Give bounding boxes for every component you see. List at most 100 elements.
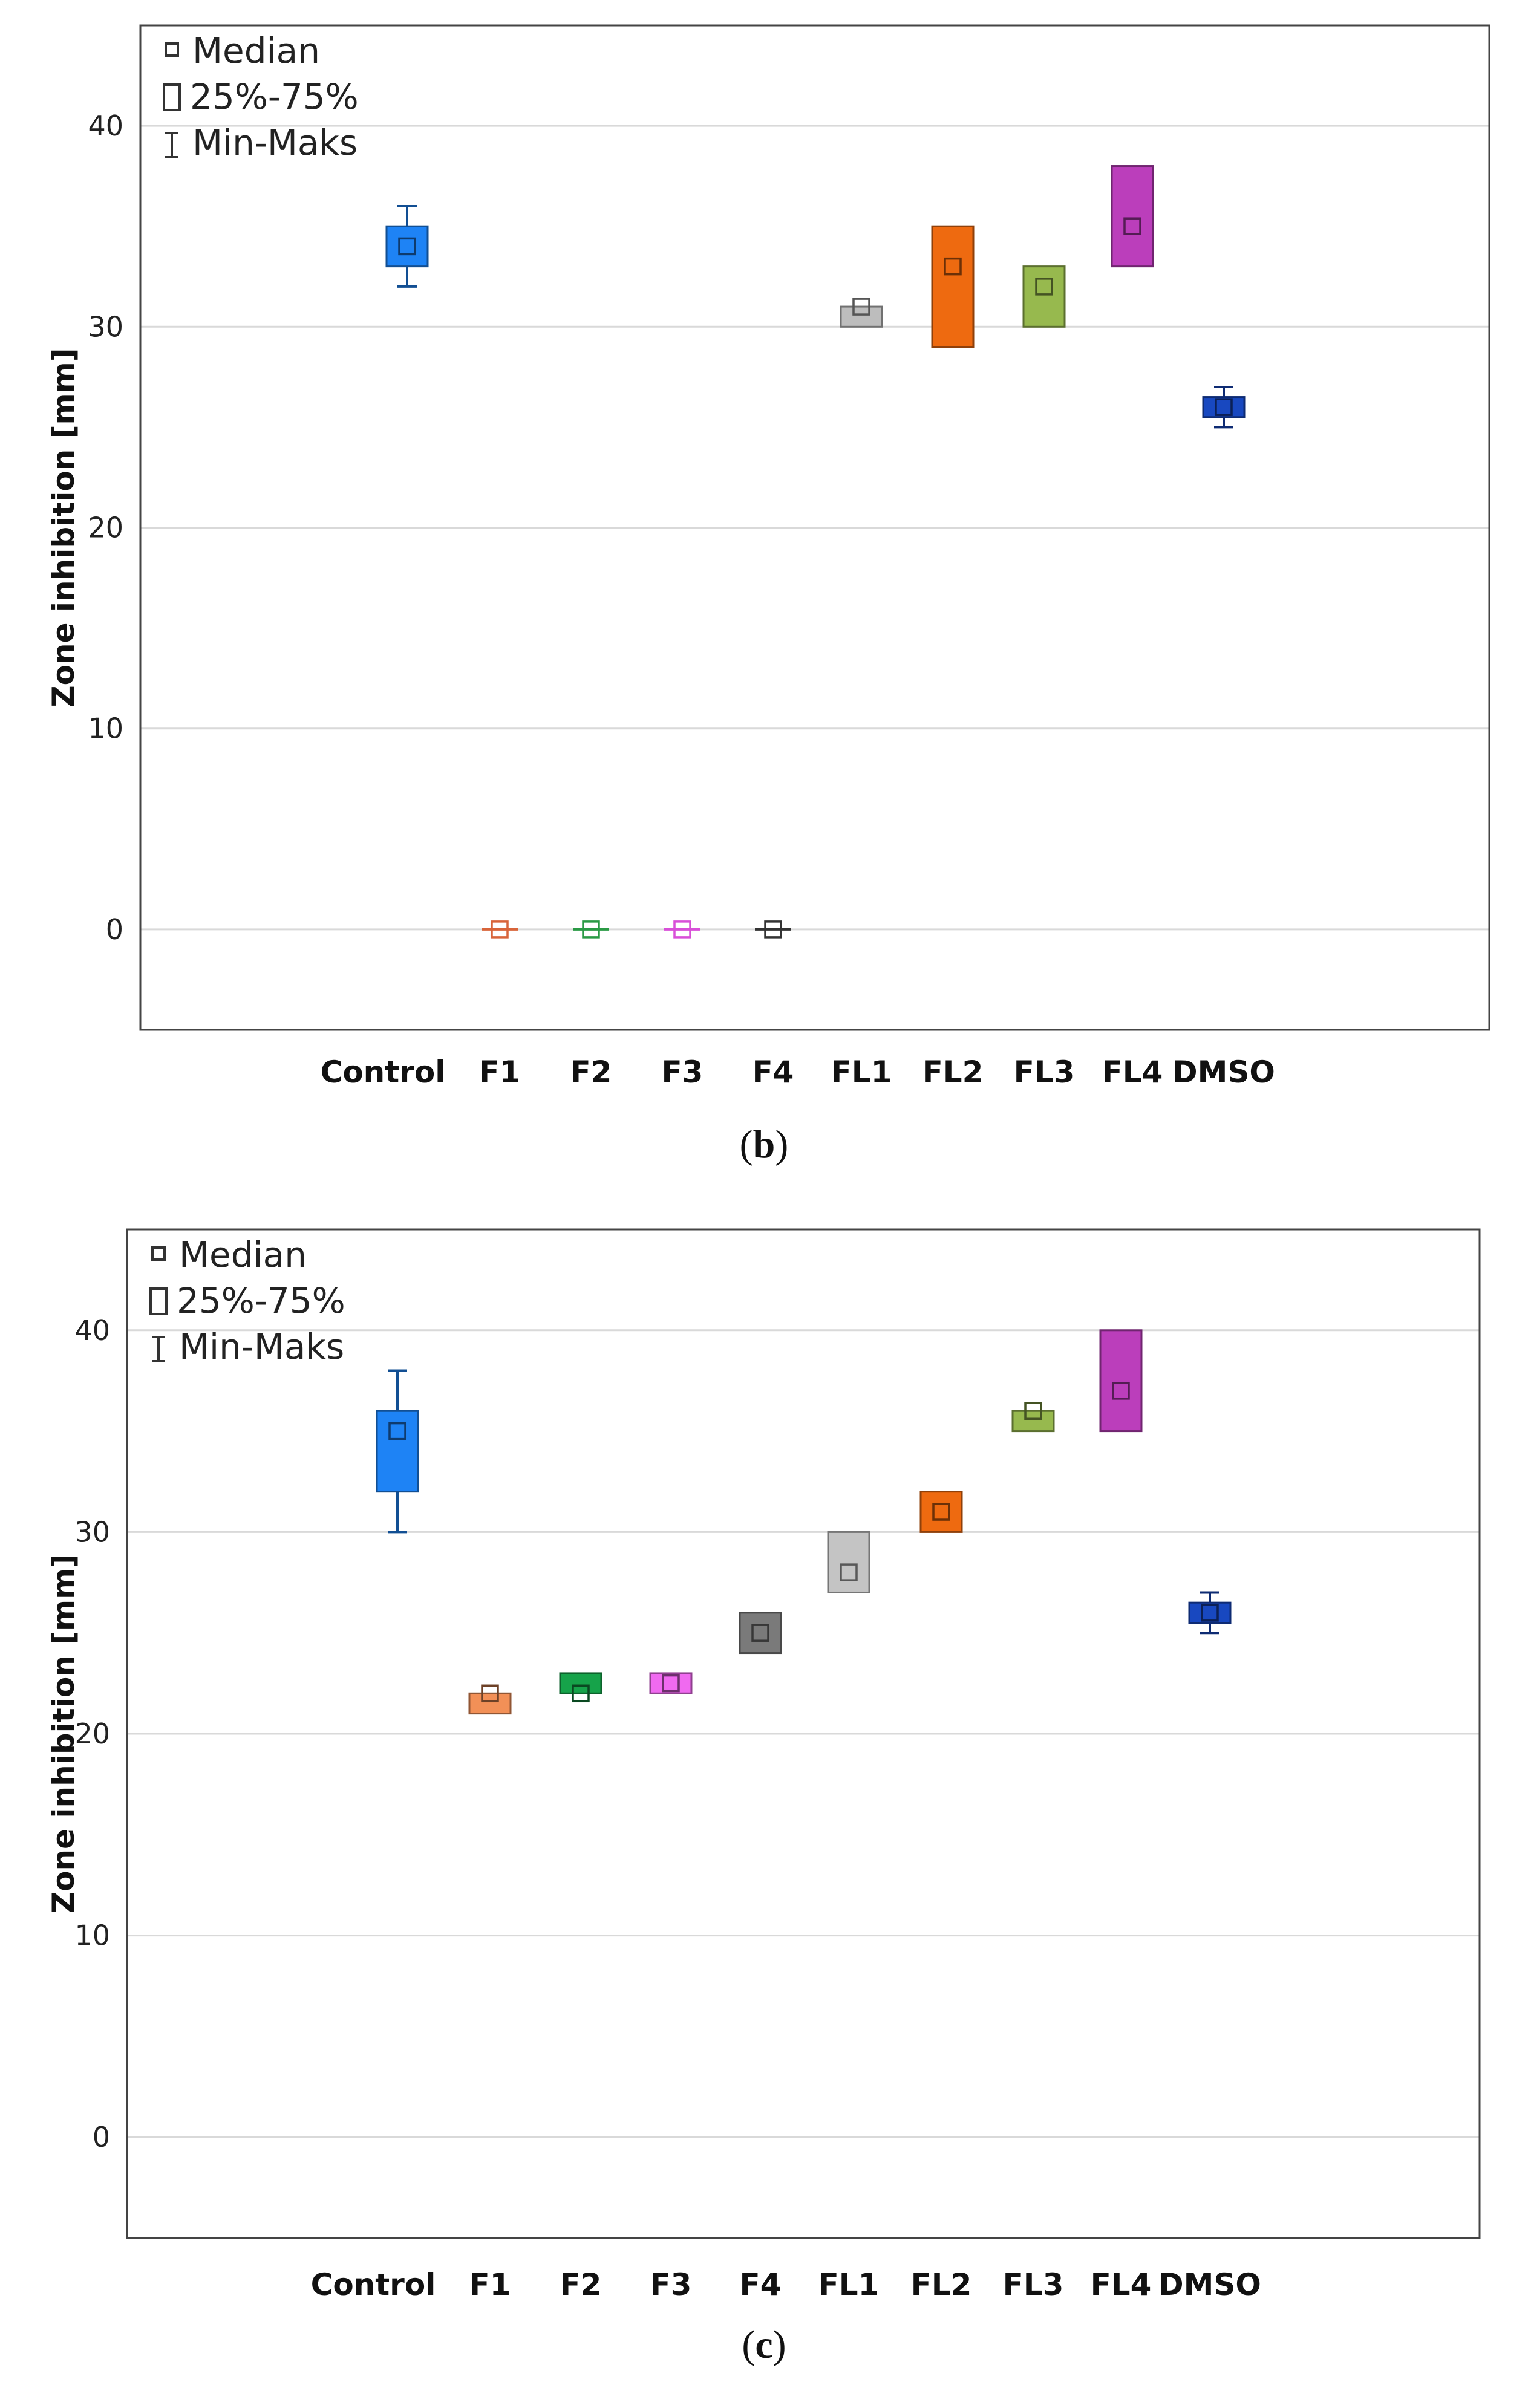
median-marker <box>1035 278 1053 296</box>
median-marker <box>491 920 509 939</box>
plot-frame <box>139 24 1490 1031</box>
y-tick-label: 40 <box>74 1314 110 1347</box>
median-marker <box>1201 1604 1219 1622</box>
legend-median-label: Median <box>179 1234 307 1275</box>
panel-label-c: c <box>755 2323 773 2367</box>
x-tick-label: DMSO <box>1172 1055 1275 1090</box>
median-marker <box>840 1563 858 1581</box>
iqr-box <box>840 305 883 328</box>
box-fl4 <box>1099 1329 1143 1433</box>
x-tick-label: FL4 <box>1091 2267 1152 2302</box>
y-tick-label: 30 <box>88 310 123 343</box>
box-fl1 <box>827 1531 870 1593</box>
median-marker <box>751 1624 769 1642</box>
x-tick-label: DMSO <box>1158 2267 1261 2302</box>
iqr-box <box>1188 1601 1232 1624</box>
iqr-box <box>385 225 429 268</box>
legend-iqr-label: 25%-75% <box>177 1280 345 1321</box>
y-tick-label: 30 <box>74 1515 110 1548</box>
y-axis-label: Zone inhibition [mm] <box>46 348 81 707</box>
legend-iqr-icon <box>163 83 181 111</box>
y-tick-label: 10 <box>88 712 123 745</box>
box-f1 <box>482 920 518 939</box>
x-tick-label: F3 <box>650 2267 692 2302</box>
iqr-box <box>919 1491 963 1533</box>
median-marker <box>1215 398 1233 416</box>
x-tick-label: F1 <box>479 1055 521 1090</box>
iqr-box <box>1011 1410 1055 1433</box>
y-tick-label: 10 <box>74 1919 110 1952</box>
panel-label-b: b <box>753 1122 775 1167</box>
median-marker <box>572 1684 590 1703</box>
iqr-box <box>931 225 975 348</box>
y-axis-label: Zone inhibition [mm] <box>46 1554 81 1913</box>
box-control <box>376 1369 419 1534</box>
box-dmso <box>1202 385 1246 429</box>
legend-median-label: Median <box>192 30 320 71</box>
x-tick-label: F3 <box>662 1055 704 1090</box>
x-tick-label: F2 <box>570 1055 612 1090</box>
box-fl4 <box>1111 165 1154 268</box>
box-fl3 <box>1022 265 1066 328</box>
median-marker <box>673 920 691 939</box>
box-fl2 <box>931 225 975 348</box>
legend-range-label: Min-Maks <box>179 1326 344 1367</box>
median-marker <box>1112 1382 1130 1400</box>
median-marker <box>1123 217 1141 235</box>
iqr-box <box>649 1672 693 1694</box>
panel-caption-b: (b) <box>739 1122 789 1167</box>
box-plot-chart-b: 0 10 20 30 40 Zone inhibition [mm] Median 25%-7… <box>46 24 1490 1090</box>
box-fl1 <box>840 298 883 328</box>
x-tick-label: FL2 <box>922 1055 984 1090</box>
median-marker <box>582 920 600 939</box>
box-f3 <box>649 1672 693 1694</box>
iqr-box <box>376 1410 419 1493</box>
y-tick-label: 20 <box>74 1717 110 1750</box>
box-f2 <box>573 920 609 939</box>
legend-range-label: Min-Maks <box>192 122 358 163</box>
x-tick-label: FL2 <box>911 2267 972 2302</box>
box-f4 <box>739 1612 782 1655</box>
box-f3 <box>664 920 700 939</box>
box-control <box>385 204 429 288</box>
y-tick-label: 40 <box>88 109 123 142</box>
iqr-box <box>1111 165 1154 268</box>
legend-iqr-label: 25%-75% <box>190 76 359 117</box>
panel-caption-c: (c) <box>742 2323 786 2367</box>
chart-panel-c: 0 10 20 30 40 Zone inhibition [mm] Median 25%-7… <box>0 1209 1528 2408</box>
iqr-box <box>559 1672 602 1694</box>
box-fl2 <box>919 1491 963 1533</box>
legend-median-icon <box>151 1246 166 1261</box>
iqr-box <box>827 1531 870 1593</box>
legend-median-icon <box>165 42 179 57</box>
median-marker <box>1024 1402 1042 1420</box>
median-marker <box>398 237 416 256</box>
box-plot-chart-c: 0 10 20 30 40 Zone inhibition [mm] Median 25%-7… <box>46 1228 1481 2302</box>
legend-iqr-icon <box>149 1287 168 1315</box>
y-tick-label: 0 <box>106 913 123 946</box>
x-tick-label: FL4 <box>1102 1055 1163 1090</box>
iqr-box <box>1202 396 1246 418</box>
x-tick-label: F4 <box>753 1055 794 1090</box>
median-marker <box>481 1684 499 1703</box>
x-tick-label: F2 <box>560 2267 602 2302</box>
box-dmso <box>1188 1591 1232 1635</box>
median-marker <box>764 920 782 939</box>
x-tick-label: FL3 <box>1014 1055 1075 1090</box>
x-tick-label: FL1 <box>831 1055 892 1090</box>
median-marker <box>852 298 870 316</box>
median-marker <box>932 1503 950 1521</box>
x-tick-label: Control <box>311 2267 436 2302</box>
x-tick-label: FL3 <box>1003 2267 1064 2302</box>
iqr-box <box>739 1612 782 1655</box>
chart-panel-b: 0 10 20 30 40 Zone inhibition [mm] Median 25%-7… <box>46 24 1490 1167</box>
x-tick-label: F4 <box>740 2267 782 2302</box>
y-tick-label: 20 <box>88 512 123 544</box>
iqr-box <box>1099 1329 1143 1433</box>
iqr-box <box>468 1692 512 1715</box>
iqr-box <box>1022 265 1066 328</box>
y-tick-label: 0 <box>93 2121 110 2153</box>
x-tick-label: F1 <box>469 2267 511 2302</box>
median-marker <box>388 1422 406 1440</box>
x-tick-label: Control <box>321 1055 446 1090</box>
